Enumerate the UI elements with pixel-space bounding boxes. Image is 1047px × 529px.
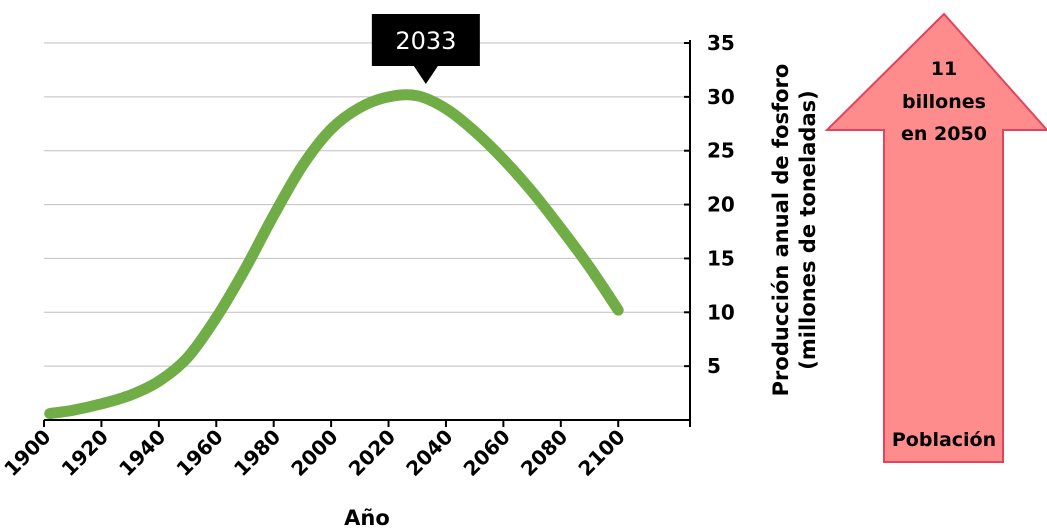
- arrow-top-line2: billones: [902, 91, 986, 113]
- callout-box: [371, 14, 480, 66]
- peak-callout: 2033: [371, 14, 480, 84]
- x-tick-label-1960: 1960: [171, 425, 227, 481]
- x-tick-label-1900: 1900: [0, 425, 56, 481]
- series-layer: [44, 89, 624, 420]
- x-tick-label-2100: 2100: [573, 425, 629, 481]
- x-tick-label-2080: 2080: [516, 425, 572, 481]
- y-tick-label-30: 30: [707, 85, 735, 109]
- y-axis-title-line1: Producción anual de fosforo: [769, 64, 793, 397]
- x-tick-labels: 1900 1920 1940 1960 1980 2000 2020 2040 2060 2080…: [0, 425, 630, 481]
- gridlines: [44, 42, 690, 367]
- arrow-bottom-label: Población: [892, 429, 996, 451]
- y-tick-label-10: 10: [707, 300, 735, 324]
- population-arrow: 11 billones en 2050 Población: [824, 12, 1047, 463]
- x-tick-label-1940: 1940: [114, 425, 170, 481]
- arrow-top-line1: 11: [931, 58, 957, 80]
- y-tick-label-20: 20: [707, 193, 735, 217]
- callout-label: 2033: [395, 27, 456, 55]
- callout-pointer: [413, 66, 438, 84]
- x-tick-label-1980: 1980: [229, 425, 285, 481]
- arrow-top-line3: en 2050: [901, 123, 987, 145]
- x-tick-label-2020: 2020: [344, 425, 400, 481]
- x-axis-title: Año: [344, 506, 390, 529]
- y-axis-title-line2: (millones de toneladas): [796, 90, 820, 369]
- x-tick-label-1920: 1920: [57, 425, 113, 481]
- y-tick-label-5: 5: [707, 354, 721, 378]
- y-tick-label-25: 25: [707, 139, 735, 163]
- x-tick-label-2040: 2040: [401, 425, 457, 481]
- axes: [43, 40, 691, 427]
- x-tick-label-2060: 2060: [459, 425, 515, 481]
- series-line-0: [44, 89, 624, 420]
- y-tick-label-15: 15: [707, 246, 735, 270]
- y-tick-label-35: 35: [707, 31, 735, 55]
- up-arrow-icon: [824, 12, 1047, 463]
- x-tick-label-2000: 2000: [286, 425, 342, 481]
- y-tick-labels: 5 10 15 20 25 30 35: [707, 31, 735, 378]
